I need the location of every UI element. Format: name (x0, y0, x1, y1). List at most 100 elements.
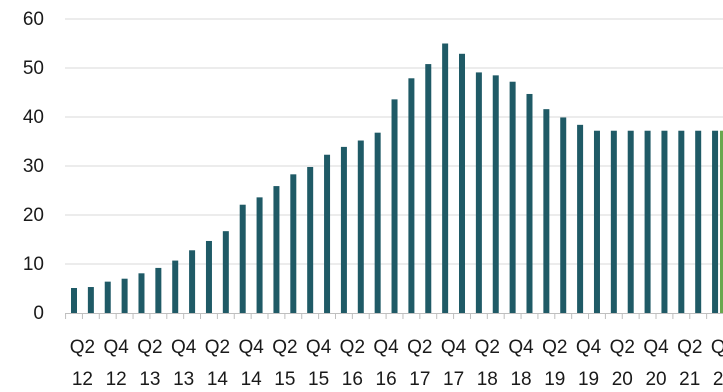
bar (340, 146, 347, 313)
bar (324, 154, 331, 313)
x-tick: Q4 17 (441, 337, 467, 390)
y-tick-label: 60 (23, 9, 44, 30)
x-tick-label-year: 13 (139, 369, 160, 390)
x-tick-label-quarter: Q2 (272, 337, 297, 358)
x-tick-label-year: 21 (713, 369, 723, 390)
x-tick-label-quarter: Q4 (711, 337, 723, 358)
x-tick: Q2 12 (70, 337, 95, 390)
bar (374, 132, 381, 313)
y-tick-label: 20 (23, 205, 44, 226)
bar (560, 117, 567, 314)
x-tick: Q2 21 (677, 337, 702, 390)
x-tick-label-year: 20 (612, 369, 633, 390)
x-tick-label-quarter: Q2 (407, 337, 432, 358)
x-tick: Q4 20 (643, 337, 669, 390)
x-tick: Q4 12 (103, 337, 129, 390)
bar (290, 174, 297, 313)
bar (273, 186, 280, 313)
x-tick: Q4 15 (306, 337, 332, 390)
x-tick: Q2 16 (340, 337, 365, 390)
x-tick-label-quarter: Q2 (542, 337, 567, 358)
x-tick: Q2 17 (407, 337, 432, 390)
x-tick-label-quarter: Q2 (205, 337, 230, 358)
x-tick: Q2 13 (137, 337, 162, 390)
x-tick-label-quarter: Q4 (306, 337, 332, 358)
x-axis (65, 313, 723, 319)
bar (138, 273, 145, 313)
bar (425, 64, 432, 313)
x-tick-label-year: 15 (274, 369, 295, 390)
x-tick-label-quarter: Q2 (137, 337, 162, 358)
y-tick: 10 (23, 254, 44, 275)
x-tick-label-year: 18 (510, 369, 531, 390)
bar (442, 43, 449, 313)
x-tick: Q4 16 (373, 337, 399, 390)
y-tick-label: 40 (23, 107, 44, 128)
x-tick-label-year: 15 (308, 369, 329, 390)
x-tick: Q4 18 (508, 337, 534, 390)
y-tick: 50 (23, 58, 44, 79)
bar (172, 260, 179, 313)
bar (644, 130, 651, 313)
x-tick-label-quarter: Q4 (508, 337, 534, 358)
x-axis-ticks: Q2 12 Q4 12 Q2 13 Q4 13 Q2 14 Q4 14 Q2 15 Q4 15 Q2 16 Q4 16… (70, 337, 723, 390)
x-tick-label-year: 21 (679, 369, 700, 390)
y-tick: 0 (33, 303, 44, 324)
x-tick-label-year: 14 (207, 369, 229, 390)
x-tick: Q4 14 (238, 337, 264, 390)
bar (408, 78, 415, 313)
y-tick-label: 10 (23, 254, 44, 275)
x-tick: Q4 19 (576, 337, 602, 390)
bar (155, 267, 162, 313)
x-tick-label-quarter: Q4 (373, 337, 399, 358)
bar (459, 53, 466, 313)
x-tick-label-year: 18 (477, 369, 498, 390)
bar (509, 81, 516, 313)
x-tick-label-quarter: Q4 (238, 337, 264, 358)
x-tick-label-quarter: Q4 (643, 337, 669, 358)
x-tick-label-quarter: Q4 (576, 337, 602, 358)
x-tick: Q2 18 (475, 337, 500, 390)
x-tick-label-year: 17 (443, 369, 464, 390)
x-tick-label-year: 16 (342, 369, 363, 390)
y-tick: 60 (23, 9, 44, 30)
bar (695, 130, 702, 313)
bar (391, 99, 398, 313)
bar (526, 93, 533, 313)
x-tick-label-quarter: Q2 (340, 337, 365, 358)
x-tick-label-quarter: Q4 (441, 337, 467, 358)
bar (87, 287, 94, 313)
bar (543, 109, 550, 313)
x-tick-label-year: 13 (173, 369, 194, 390)
bar (577, 124, 584, 313)
bar (256, 197, 263, 313)
y-tick: 20 (23, 205, 44, 226)
bar (239, 204, 246, 313)
bar (678, 130, 685, 313)
bar (205, 240, 212, 313)
x-tick-label-quarter: Q4 (103, 337, 129, 358)
bar (222, 231, 229, 313)
bar (492, 75, 499, 313)
x-tick-label-year: 12 (72, 369, 93, 390)
x-tick-label-year: 16 (376, 369, 397, 390)
bar (71, 288, 77, 313)
x-tick-label-quarter: Q2 (70, 337, 95, 358)
y-tick: 30 (23, 156, 44, 177)
x-tick: Q2 19 (542, 337, 567, 390)
bar (104, 281, 111, 313)
x-tick-label-year: 17 (409, 369, 430, 390)
x-tick-label-quarter: Q4 (171, 337, 197, 358)
y-tick-label: 0 (33, 303, 44, 324)
y-tick-label: 30 (23, 156, 44, 177)
x-tick-label-year: 12 (106, 369, 127, 390)
bar (610, 130, 617, 313)
bar (189, 250, 196, 313)
x-tick: Q4 13 (171, 337, 197, 390)
bar (475, 72, 482, 313)
bar (307, 166, 314, 313)
y-tick-label: 50 (23, 58, 44, 79)
x-tick-label-year: 20 (645, 369, 666, 390)
